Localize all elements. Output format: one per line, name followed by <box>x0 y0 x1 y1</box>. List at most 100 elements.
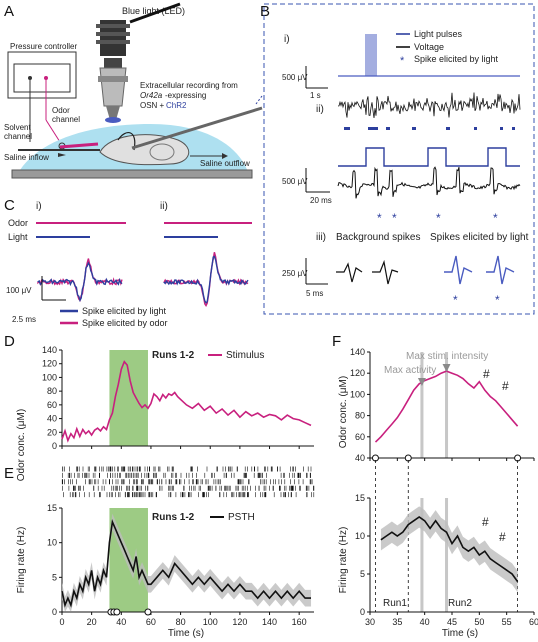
y-tick-label: 120 <box>350 368 365 378</box>
raster-background <box>62 466 314 498</box>
odor-channel-label-2: channel <box>52 115 80 124</box>
x-tick-label: 35 <box>392 617 402 627</box>
objective <box>99 67 127 107</box>
recording-label-1: Extracellular recording from <box>140 81 238 90</box>
b-iii-bg-spike-1 <box>336 262 363 283</box>
run-marker <box>144 608 152 616</box>
b-ii-star-2: * <box>392 211 397 225</box>
b-legend-spike: Spike elicited by light <box>414 54 499 64</box>
y-tick-label: 15 <box>47 503 57 513</box>
panel-d-letter: D <box>4 333 15 350</box>
b-iii-star-2: * <box>495 293 500 307</box>
c-scale-t: 2.5 ms <box>12 315 36 324</box>
y-tick-label: 5 <box>360 569 365 579</box>
b-i-label: i) <box>284 34 290 45</box>
panel-f-letter: F <box>332 333 341 350</box>
arrow-head <box>442 364 451 372</box>
error-band <box>62 513 312 612</box>
e-legend: PSTH <box>228 512 255 523</box>
led-label: Blue light (LED) <box>122 6 185 16</box>
series-line-psth <box>61 518 311 608</box>
d-runs-label: Runs 1-2 <box>152 350 195 361</box>
b-i-spike-marker <box>386 127 390 130</box>
chart-f-top: 40 60 80 100 120 140 <box>350 347 535 612</box>
b-i-spike-marker <box>500 127 503 130</box>
b-ii-light-pulses <box>338 147 520 167</box>
x-tick-label: 160 <box>292 617 307 627</box>
y-tick-label: 80 <box>47 386 57 396</box>
b-iii-scale-v: 250 μV <box>282 269 308 278</box>
e-ylabel: Firing rate (Hz) <box>16 527 27 594</box>
panel-e-letter: E <box>4 465 14 482</box>
panel-b-letter: B <box>260 3 270 20</box>
c-legend-odor: Spike elicited by odor <box>82 318 168 328</box>
b-ii-voltage-trace <box>337 166 521 199</box>
b-iii-star-1: * <box>453 293 458 307</box>
y-tick-label: 40 <box>47 414 57 424</box>
b-i-spike-marker <box>512 127 515 130</box>
b-iii-scale-t: 5 ms <box>306 289 323 298</box>
error-band <box>380 506 518 593</box>
x-tick-label: 40 <box>420 617 430 627</box>
y-tick-label: 100 <box>350 389 365 399</box>
panel-b: i) ii) iii) Light pulses Voltage * Spike… <box>282 29 529 307</box>
x-tick-label: 60 <box>146 617 156 627</box>
b-i-light-pulses <box>365 34 377 76</box>
y-tick-label: 10 <box>355 531 365 541</box>
f-ylabel-top: Odor conc. (μM) <box>338 376 349 448</box>
y-tick-label: 15 <box>355 493 365 503</box>
f-max-activity-label: Max activity <box>384 365 436 376</box>
x-tick-label: 20 <box>87 617 97 627</box>
y-tick-label: 0 <box>52 441 57 451</box>
d-legend: Stimulus <box>226 350 264 361</box>
pressure-controller-label: Pressure controller <box>10 42 77 51</box>
b-i-spike-marker <box>412 127 416 130</box>
b-i-spike-markers <box>344 127 515 130</box>
b-legend-light: Light pulses <box>414 29 463 39</box>
c-odor-label: Odor <box>8 218 28 228</box>
b-ii-scale-v: 500 μV <box>282 177 308 186</box>
f-ylabel-bottom: Firing rate (Hz) <box>338 527 349 594</box>
c-i-light-trace <box>37 261 123 303</box>
x-tick-label: 0 <box>59 617 64 627</box>
b-iii-light-spike-2 <box>486 255 515 285</box>
b-ii-star-4: * <box>493 211 498 225</box>
b-i-scale-v: 500 μV <box>282 73 308 82</box>
c-legend-light: Spike elicited by light <box>82 306 167 316</box>
x-tick-label: 60 <box>529 617 538 627</box>
c-ii-light-trace <box>163 255 249 304</box>
e-xlabel: Time (s) <box>168 628 204 639</box>
recording-electrode <box>131 106 263 150</box>
f-run2-label: Run2 <box>448 598 472 609</box>
panel-c: i) ii) Odor Light 100 μV 2.5 ms Spike el… <box>6 201 252 328</box>
y-tick-label: 60 <box>47 400 57 410</box>
y-tick-label: 80 <box>355 411 365 421</box>
c-light-label: Light <box>8 232 28 242</box>
b-ii-label: ii) <box>316 104 324 115</box>
panel-a-letter: A <box>4 3 14 20</box>
b-legend-voltage: Voltage <box>414 42 444 52</box>
x-tick-label: 50 <box>474 617 484 627</box>
panel-c-letter: C <box>4 197 15 214</box>
f-hash-bot-2: # <box>499 530 506 544</box>
b-i-voltage-trace <box>337 92 521 118</box>
b-iii-light-spike-1 <box>444 255 473 285</box>
recording-label-2a: Or42a <box>140 91 163 100</box>
f-max-stim-label: Max stim. intensity <box>406 351 488 362</box>
saline-outflow-label: Saline outflow <box>200 159 250 168</box>
stage <box>11 169 253 179</box>
y-tick-label: 120 <box>42 359 57 369</box>
b-ii-star-3: * <box>436 211 441 225</box>
odor-channel-label-1: Odor <box>52 106 70 115</box>
y-tick-label: 0 <box>360 607 365 617</box>
b-i-spike-marker <box>344 127 350 130</box>
f-hash-bot-1: # <box>482 515 489 529</box>
recording-label-3a: OSN + <box>140 101 165 110</box>
chart-e: 0 5 10 15 0 20 40 60 80 100 120 140 160 <box>47 503 314 627</box>
c-ii-label: ii) <box>160 201 168 212</box>
panel-b-frame <box>263 3 535 315</box>
recording-label-3b: ChR2 <box>166 101 187 110</box>
b-i-spike-marker <box>446 127 450 130</box>
f-run1-label: Run1 <box>383 598 407 609</box>
